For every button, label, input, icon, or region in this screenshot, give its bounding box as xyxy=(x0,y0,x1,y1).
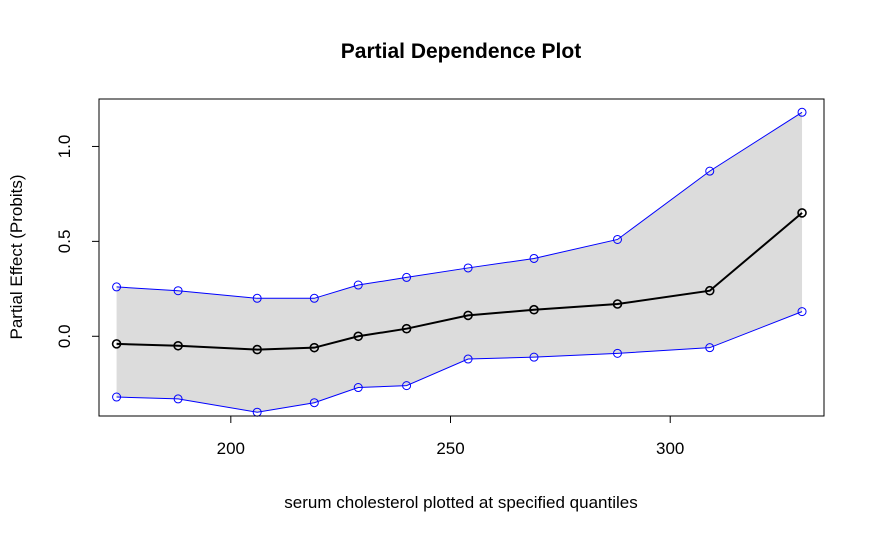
lower-bound-point xyxy=(797,307,807,317)
credible-band xyxy=(116,112,803,413)
estimate-point xyxy=(111,339,122,349)
estimate-line xyxy=(116,212,803,351)
estimate-point xyxy=(612,299,623,309)
lower-bound-point xyxy=(463,354,473,364)
lower-bound-point xyxy=(112,392,122,402)
upper-bound-point xyxy=(252,293,262,303)
y-axis-label: Partial Effect (Probits) xyxy=(7,174,26,339)
upper-bound-point xyxy=(112,282,122,292)
y-tick-label: 1.0 xyxy=(55,135,74,159)
x-tick-label: 200 xyxy=(217,439,245,458)
upper-bound-point xyxy=(309,293,319,303)
estimate-point xyxy=(463,310,473,321)
chart-title: Partial Dependence Plot xyxy=(341,40,581,63)
estimate-point xyxy=(704,285,715,296)
upper-bound-point xyxy=(529,253,539,263)
upper-bound-point xyxy=(463,263,473,273)
y-tick-label: 0.5 xyxy=(55,230,74,254)
lower-bound-line xyxy=(116,311,803,413)
plot-frame xyxy=(98,98,825,417)
upper-bound-point xyxy=(402,272,412,282)
lower-bound-point xyxy=(353,383,363,393)
series-lines-layer xyxy=(116,111,803,413)
lower-bound-point xyxy=(612,348,622,358)
series-points-layer xyxy=(111,107,807,417)
x-axis-label: serum cholesterol plotted at specified q… xyxy=(284,493,637,512)
lower-bound-point xyxy=(705,343,715,353)
credible-band-layer xyxy=(116,112,803,413)
upper-bound-point xyxy=(173,286,183,296)
upper-bound-point xyxy=(353,280,363,290)
y-tick-label: 0.0 xyxy=(55,324,74,348)
estimate-point xyxy=(353,331,364,342)
estimate-point xyxy=(173,340,183,351)
lower-bound-point xyxy=(402,381,412,391)
lower-bound-point xyxy=(309,398,319,408)
x-tick-label: 250 xyxy=(436,439,464,458)
lower-bound-point xyxy=(529,352,539,362)
estimate-point xyxy=(309,342,320,353)
upper-bound-line xyxy=(116,111,803,299)
lower-bound-point xyxy=(173,394,183,404)
estimate-point xyxy=(252,344,262,355)
x-axis: 200 250 300 xyxy=(217,416,684,458)
upper-bound-point xyxy=(612,234,622,244)
x-tick-label: 300 xyxy=(656,439,684,458)
estimate-point xyxy=(797,208,807,218)
estimate-point xyxy=(529,304,539,315)
upper-bound-point xyxy=(797,107,807,117)
upper-bound-point xyxy=(705,166,715,176)
estimate-point xyxy=(401,323,412,334)
y-axis: 0.0 0.5 1.0 xyxy=(55,135,99,348)
